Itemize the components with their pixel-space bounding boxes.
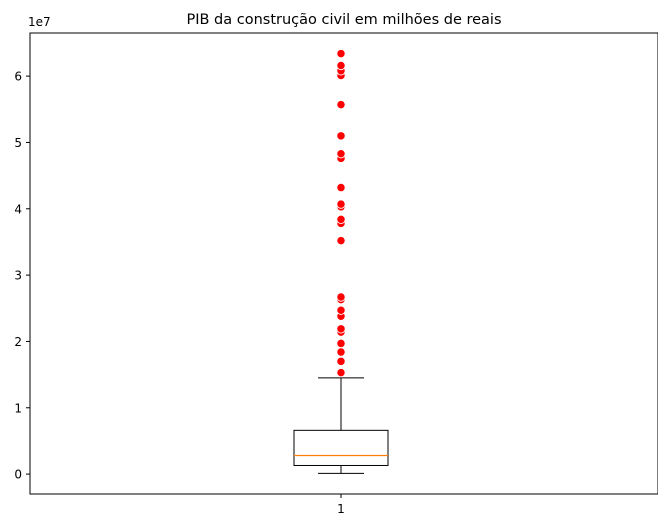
outlier-point (336, 48, 346, 59)
y-tick-label: 3 (14, 269, 22, 283)
chart-title: PIB da construção civil em milhões de re… (186, 12, 501, 28)
outlier-point (336, 60, 346, 71)
plot-frame (29, 32, 658, 495)
outlier-point (336, 356, 346, 366)
interquartile-box (293, 429, 389, 466)
outlier-point (336, 199, 346, 209)
y-axis-scale-label: 1e7 (28, 15, 51, 29)
y-tick-label: 1 (14, 401, 22, 415)
y-tick-label: 0 (14, 468, 22, 482)
outlier-point (336, 292, 346, 302)
outlier-point (336, 235, 346, 246)
outlier-point (336, 305, 346, 315)
x-axis: 1 (337, 494, 345, 516)
y-tick-label: 6 (14, 70, 22, 84)
outlier-point (336, 214, 346, 225)
outlier-point (336, 338, 346, 349)
outlier-point (336, 324, 346, 334)
box-plot (293, 377, 389, 474)
y-axis: 0 1 2 3 4 5 6 (14, 70, 30, 482)
outlier-point (336, 182, 346, 193)
x-tick-label: 1 (337, 502, 345, 516)
y-tick-label: 2 (14, 335, 22, 349)
outlier-point (336, 367, 346, 378)
y-tick-label: 5 (14, 136, 22, 150)
outlier-point (336, 149, 346, 159)
outlier-point (336, 347, 346, 357)
y-tick-label: 4 (14, 202, 22, 216)
outliers (336, 48, 346, 378)
outlier-point (336, 99, 346, 110)
outlier-point (336, 131, 346, 141)
